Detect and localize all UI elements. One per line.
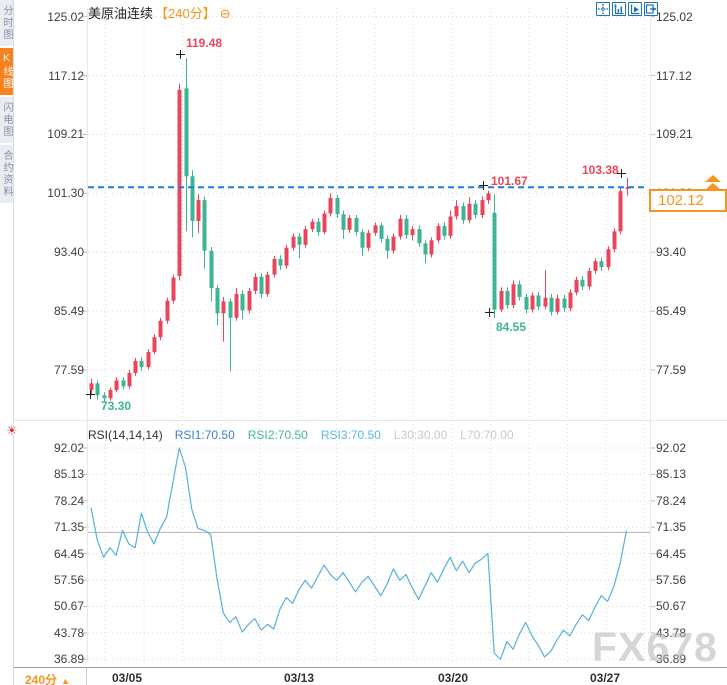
- chart-header: 美原油连续 【240分】 ⊖: [88, 3, 231, 22]
- rsi-legend-item: L30:30.00: [393, 428, 448, 442]
- price-up-arrow-icon: [705, 175, 721, 191]
- y-axis-label: 77.59: [53, 363, 84, 377]
- axis-scale-icon[interactable]: [612, 2, 626, 16]
- sidebar: 分时图 K线图闪电图合约资料: [0, 0, 14, 685]
- y-axis-label: 78.24: [656, 493, 687, 508]
- bottom-bar-divider: [86, 668, 87, 685]
- exit-chart-icon[interactable]: [644, 2, 658, 16]
- y-axis-label: 101.30: [47, 186, 84, 201]
- rsi-indicator-name: RSI(14,14,14): [88, 428, 163, 442]
- y-axis-label: 64.45: [53, 546, 84, 561]
- timeframe-selector[interactable]: 240分 ▲: [25, 673, 70, 685]
- y-axis-label: 43.78: [656, 625, 687, 640]
- x-axis-date-label: 03/20: [437, 671, 469, 685]
- y-axis-label: 36.89: [656, 652, 687, 667]
- y-axis-label: 117.12: [656, 68, 692, 83]
- y-axis-label: 109.21: [47, 127, 84, 142]
- y-axis-label: 93.40: [53, 245, 84, 260]
- price-annotation: 103.38: [582, 163, 619, 177]
- rsi-legend-item: RSI2:70.50: [247, 428, 308, 442]
- rsi-legend-item: RSI1:70.50: [174, 428, 235, 442]
- y-axis-label: 92.02: [53, 441, 84, 455]
- sidebar-tab-2[interactable]: 闪电图: [0, 97, 13, 143]
- y-axis-label: 85.49: [656, 304, 687, 319]
- y-axis-label: 64.45: [656, 546, 687, 561]
- instrument-title: 美原油连续: [88, 6, 154, 21]
- y-axis-label: 36.89: [53, 652, 84, 667]
- y-axis-label: 50.67: [53, 599, 84, 614]
- interval-tag[interactable]: 【240分】: [155, 6, 216, 21]
- rsi-legend: RSI(14,14,14) RSI1:70.50 RSI2:70.50 RSI3:70…: [88, 428, 527, 442]
- sidebar-tab-3[interactable]: 合约资料: [0, 145, 13, 203]
- y-axis-label: 77.59: [656, 363, 687, 377]
- y-axis-label: 85.13: [53, 467, 84, 482]
- time-axis-bar: 240分 ▲ 03/05 03/13 03/20 03/27: [13, 667, 727, 685]
- y-axis-label: 57.56: [656, 573, 687, 588]
- x-axis-date-label: 03/27: [589, 671, 621, 685]
- sidebar-tab-1[interactable]: K线图: [0, 48, 13, 95]
- y-axis-label: 43.78: [53, 625, 84, 640]
- crosshair-icon[interactable]: [596, 2, 610, 16]
- current-price-label: 102.12: [649, 189, 727, 212]
- y-axis-label: 71.35: [656, 520, 687, 535]
- y-axis-label: 92.02: [656, 441, 687, 455]
- sidebar-tab-0[interactable]: 分时图: [0, 0, 13, 46]
- extreme-cross-marker: [479, 181, 488, 190]
- x-axis-date-label: 03/13: [283, 671, 315, 685]
- chart-toolbar: [596, 2, 658, 16]
- price-annotation: 119.48: [186, 36, 223, 50]
- y-axis-label: 78.24: [53, 493, 84, 508]
- y-axis-label: 85.49: [53, 304, 84, 319]
- x-axis-date-label: 03/05: [111, 671, 143, 685]
- panel-separator: [13, 420, 727, 421]
- extreme-cross-marker: [176, 50, 185, 59]
- rsi-legend-item: RSI3:70.50: [320, 428, 381, 442]
- price-annotation: 101.67: [491, 174, 528, 188]
- rsi-legend-item: L70:70.00: [460, 428, 514, 442]
- y-axis-label: 125.02: [656, 9, 693, 24]
- y-axis-label: 125.02: [47, 9, 84, 24]
- rsi-settings-icon[interactable]: ☀: [6, 423, 18, 438]
- extreme-cross-marker: [86, 390, 95, 399]
- timeframe-arrow-icon: ▲: [61, 676, 70, 685]
- y-axis-label: 71.35: [53, 520, 84, 535]
- extreme-cross-marker: [617, 169, 626, 178]
- y-axis-label: 50.67: [656, 599, 687, 614]
- extreme-cross-marker: [485, 308, 494, 317]
- collapse-indicator-icon[interactable]: ⊖: [219, 6, 231, 21]
- y-axis-label: 109.21: [656, 127, 693, 142]
- axis-play-icon[interactable]: [628, 2, 642, 16]
- y-axis-label: 117.12: [48, 68, 84, 83]
- y-axis-label: 57.56: [53, 573, 84, 588]
- y-axis-label: 93.40: [656, 245, 687, 260]
- y-axis-label: 85.13: [656, 467, 687, 482]
- price-annotation: 84.55: [496, 320, 527, 334]
- price-annotation: 73.30: [101, 399, 132, 413]
- watermark: FX678: [592, 624, 718, 670]
